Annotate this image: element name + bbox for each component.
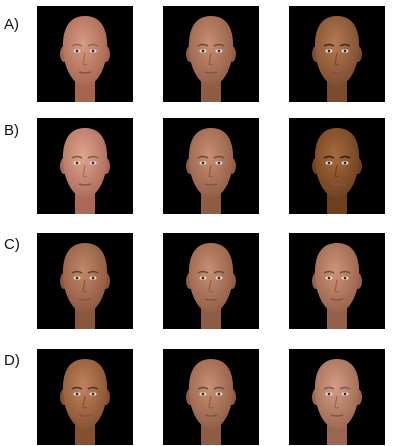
face-image	[37, 118, 133, 214]
face-render	[163, 6, 259, 102]
face-image	[289, 233, 385, 329]
row-label: A)	[4, 16, 19, 33]
face-image	[37, 349, 133, 445]
row-label: B)	[4, 122, 19, 139]
face-render	[289, 6, 385, 102]
face-image	[289, 118, 385, 214]
face-render	[289, 233, 385, 329]
face-render	[37, 349, 133, 445]
face-render	[163, 349, 259, 445]
face-image	[163, 349, 259, 445]
row-label: D)	[4, 352, 20, 369]
face-image	[163, 6, 259, 102]
row-label: C)	[4, 236, 20, 253]
face-render	[163, 118, 259, 214]
face-image	[37, 6, 133, 102]
face-render	[289, 118, 385, 214]
face-render	[37, 118, 133, 214]
face-image	[163, 118, 259, 214]
face-image	[37, 233, 133, 329]
face-image	[289, 349, 385, 445]
face-image	[289, 6, 385, 102]
face-render	[163, 233, 259, 329]
face-render	[37, 233, 133, 329]
face-image	[163, 233, 259, 329]
face-render	[289, 349, 385, 445]
face-render	[37, 6, 133, 102]
